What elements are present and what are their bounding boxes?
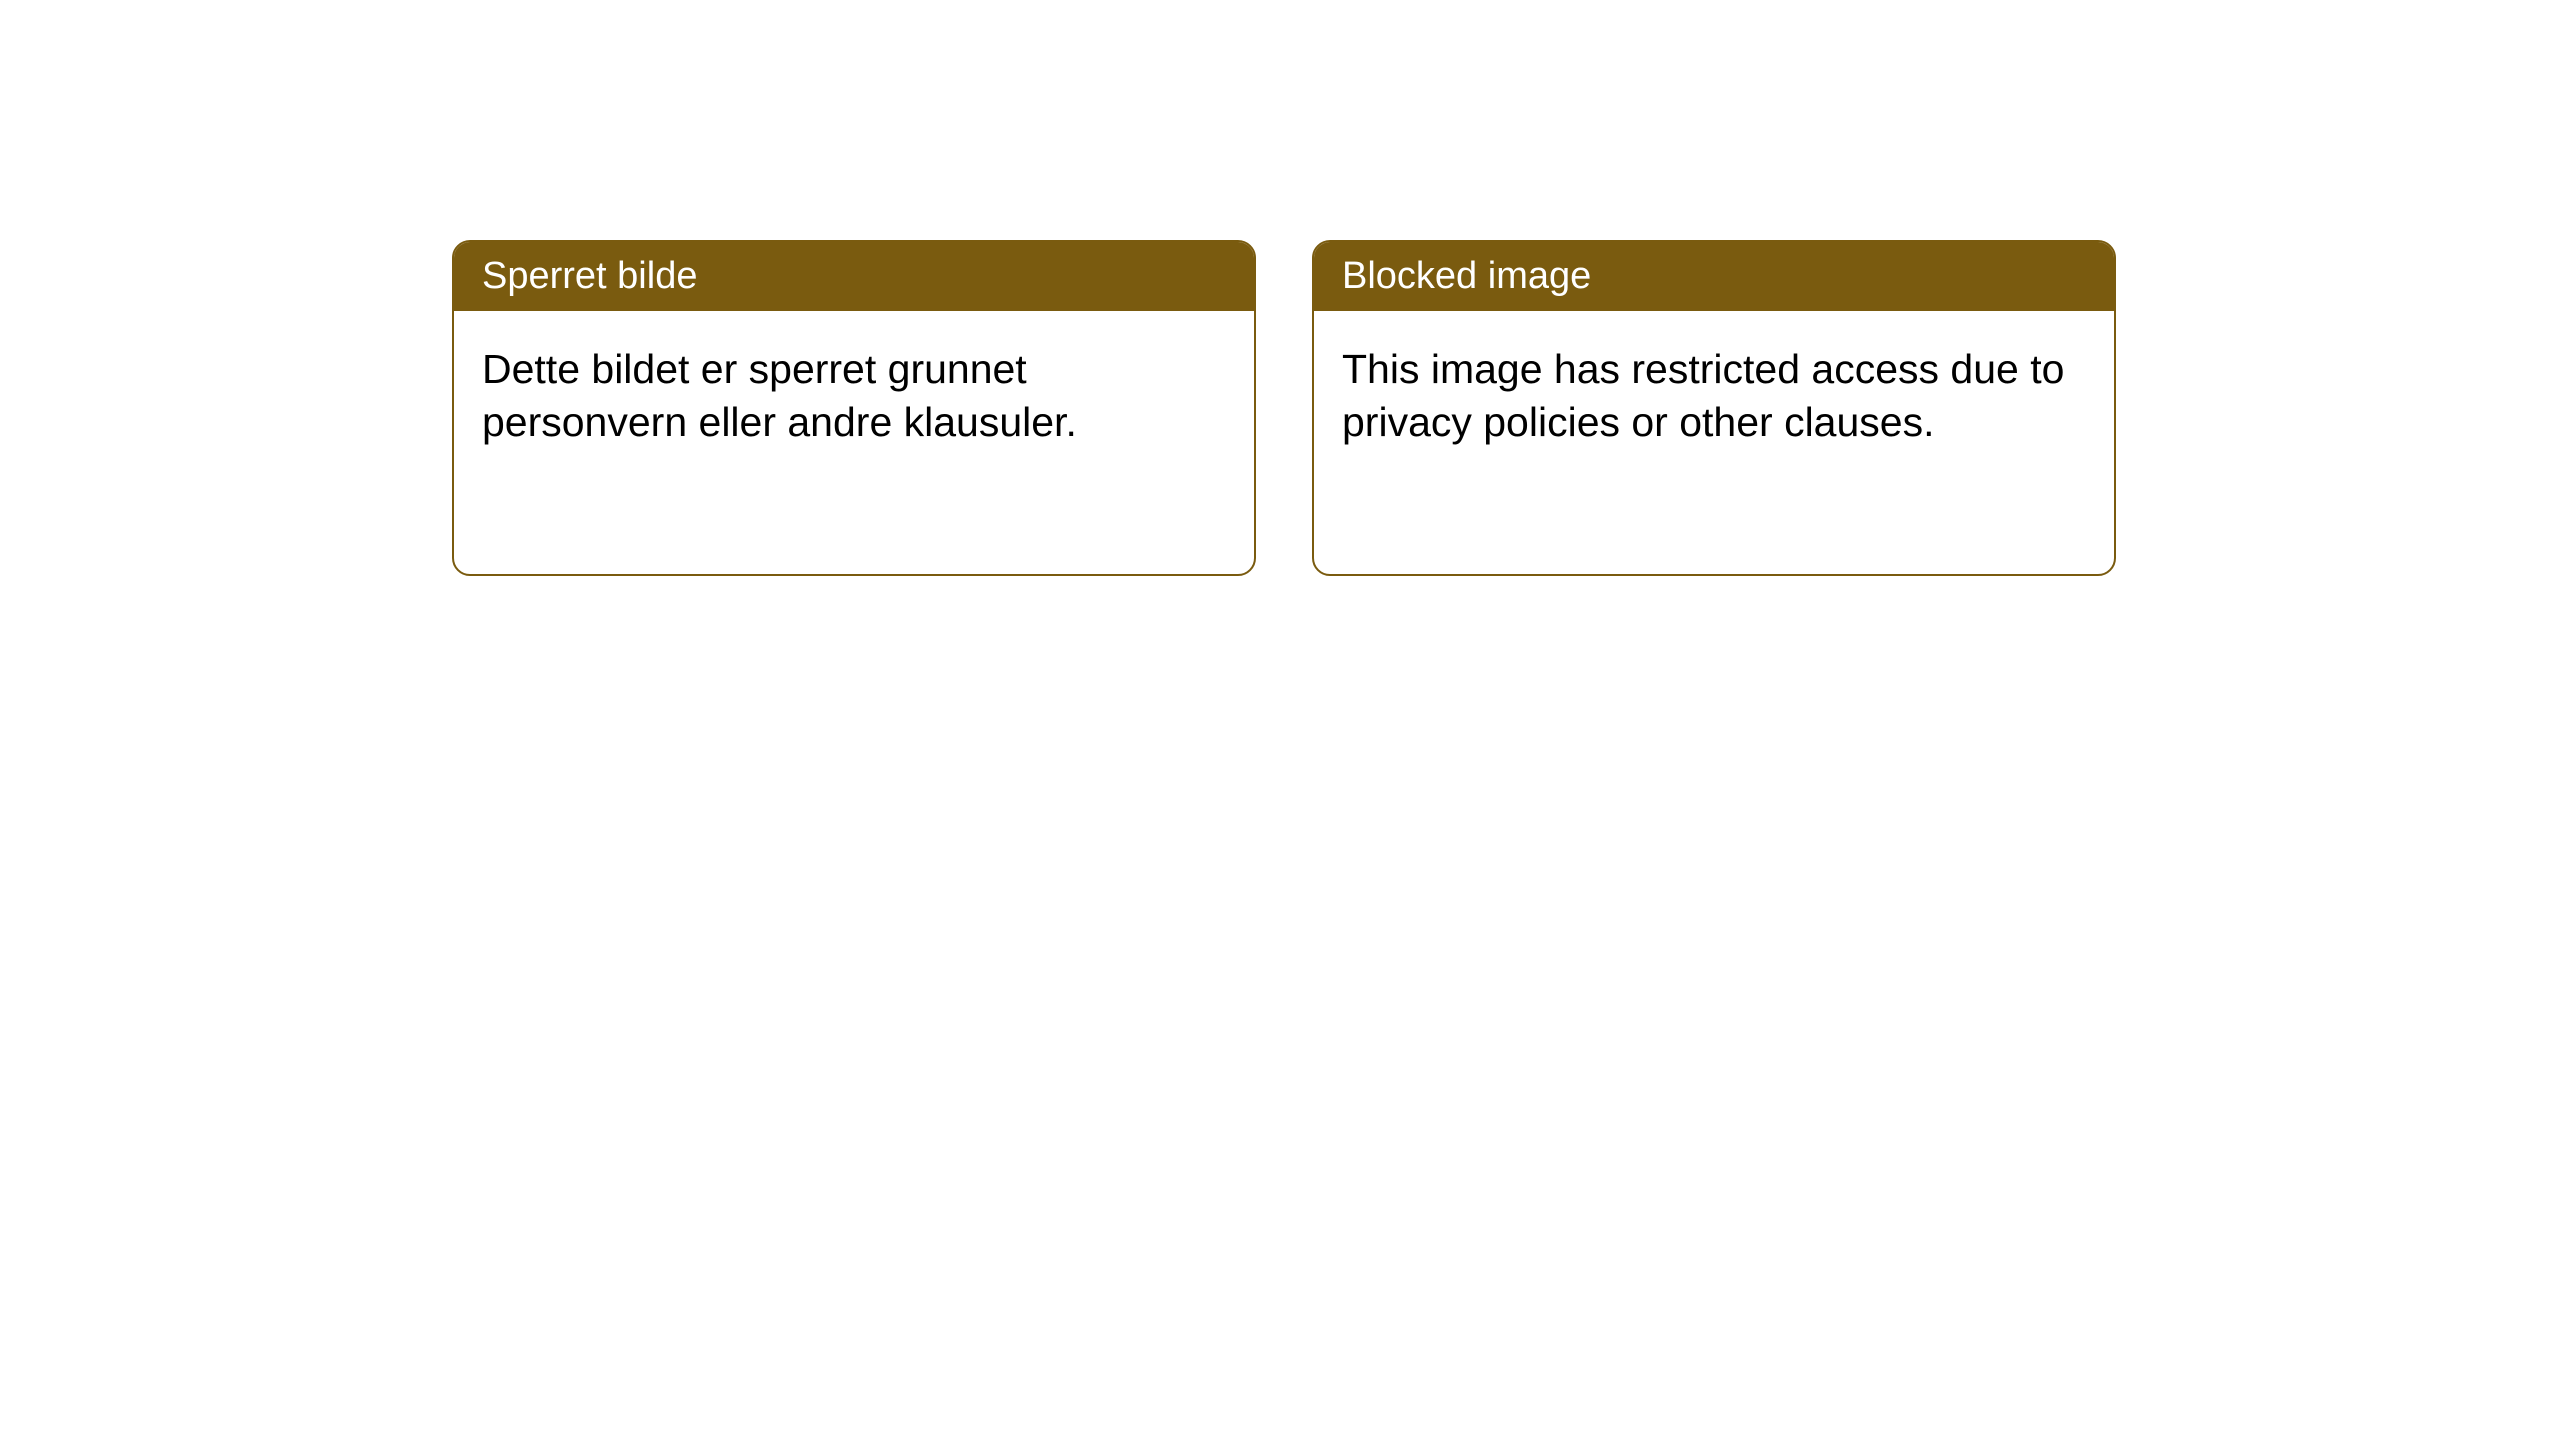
notice-card-english: Blocked image This image has restricted …: [1312, 240, 2116, 576]
notice-header: Sperret bilde: [454, 242, 1254, 311]
notice-body: Dette bildet er sperret grunnet personve…: [454, 311, 1254, 480]
notice-title: Sperret bilde: [482, 255, 697, 297]
notice-title: Blocked image: [1342, 255, 1591, 297]
notice-header: Blocked image: [1314, 242, 2114, 311]
notice-card-norwegian: Sperret bilde Dette bildet er sperret gr…: [452, 240, 1256, 576]
notice-message: Dette bildet er sperret grunnet personve…: [482, 346, 1077, 444]
notice-body: This image has restricted access due to …: [1314, 311, 2114, 480]
notice-message: This image has restricted access due to …: [1342, 346, 2064, 444]
notice-container: Sperret bilde Dette bildet er sperret gr…: [452, 240, 2116, 576]
